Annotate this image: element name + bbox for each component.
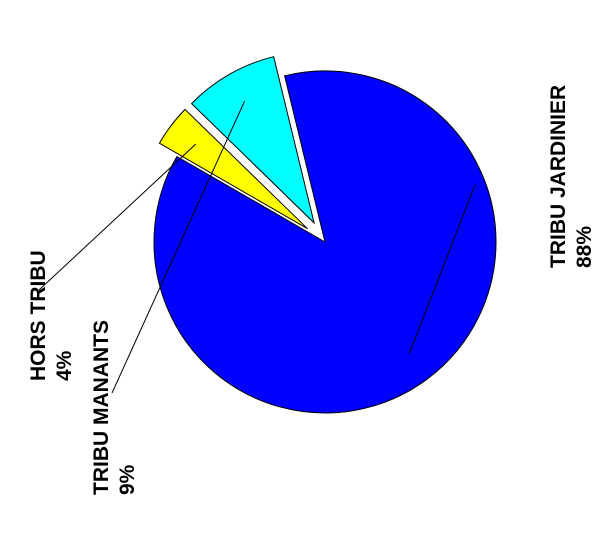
slice-label-tribu-jardinier: TRIBU JARDINIER [547,85,570,268]
slice-pct-tribu-jardinier: 88% [573,226,596,268]
pie-slice-hors-tribu [158,108,308,230]
slice-label-tribu-manants: TRIBU MANANTS [90,320,113,495]
leader-lines [38,100,476,394]
slice-pct-tribu-manants: 9% [116,464,139,495]
slice-pct-hors-tribu: 4% [53,350,76,381]
pie-slices [153,56,497,414]
leader-line-tribu-jardinier [408,184,476,355]
leader-line-hors-tribu [38,143,197,291]
leader-line-tribu-manants [111,100,246,394]
slice-label-hors-tribu: HORS TRIBU [27,250,50,381]
pie-slice-tribu-manants [190,56,315,225]
pie-slice-tribu-jardinier [153,70,497,414]
